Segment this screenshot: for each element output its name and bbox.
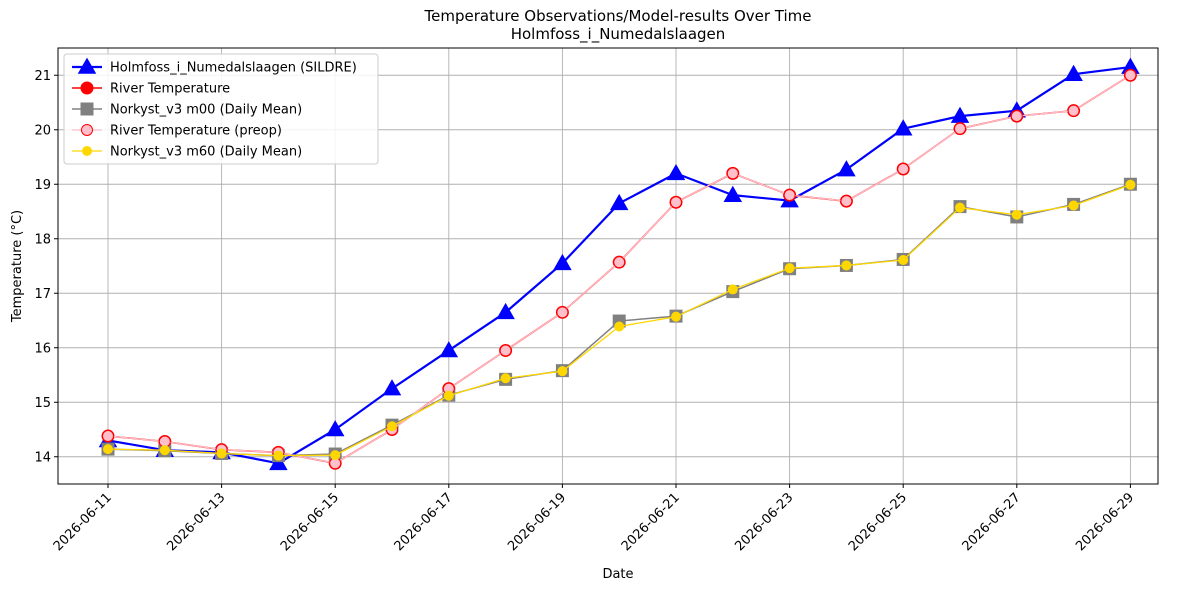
y-tick-label: 18 — [34, 232, 51, 247]
data-point — [273, 450, 284, 461]
data-point — [553, 253, 572, 271]
legend-label: Norkyst_v3 m00 (Daily Mean) — [110, 103, 302, 118]
data-point — [1068, 200, 1079, 211]
data-point — [840, 195, 853, 208]
data-point — [609, 193, 629, 211]
x-tick-label: 2026-06-27 — [960, 490, 1024, 554]
series-layer — [98, 57, 1140, 471]
data-point — [1010, 110, 1023, 123]
y-tick-label: 20 — [34, 123, 51, 138]
series-5 — [103, 179, 1136, 461]
data-point — [1125, 179, 1136, 190]
data-point — [159, 445, 170, 456]
x-tick-label: 2026-06-19 — [505, 490, 569, 554]
data-point — [1064, 64, 1083, 81]
data-point — [102, 430, 114, 443]
y-tick-label: 16 — [34, 341, 51, 356]
data-point — [103, 444, 113, 455]
data-point — [557, 366, 568, 377]
legend-entry: Norkyst_v3 m00 (Daily Mean) — [72, 102, 302, 118]
x-tick-label: 2026-06-29 — [1073, 490, 1137, 554]
data-point — [954, 122, 966, 135]
data-point — [1067, 104, 1080, 117]
data-point — [955, 202, 965, 213]
legend-label: River Temperature — [110, 82, 230, 97]
x-tick-label: 2026-06-15 — [278, 490, 342, 554]
data-point — [726, 167, 739, 180]
y-tick-label: 21 — [34, 69, 51, 84]
legend-label: River Temperature (preop) — [110, 124, 282, 139]
x-tick-label: 2026-06-21 — [619, 490, 683, 554]
legend-label: Norkyst_v3 m60 (Daily Mean) — [110, 145, 302, 160]
data-point — [216, 448, 227, 459]
x-tick-label: 2026-06-17 — [392, 490, 456, 554]
x-tick-label: 2026-06-25 — [846, 490, 910, 554]
data-point — [614, 321, 625, 332]
legend-marker — [82, 146, 92, 156]
legend-entry: River Temperature — [72, 81, 230, 97]
data-point — [496, 302, 515, 320]
x-tick-label: 2026-06-13 — [164, 490, 228, 554]
data-point — [1011, 209, 1022, 220]
legend-marker — [80, 81, 94, 95]
x-tick-label: 2026-06-11 — [51, 490, 115, 554]
data-point — [671, 311, 681, 322]
legend-marker — [80, 102, 94, 116]
data-point — [613, 256, 626, 269]
data-point — [670, 196, 682, 209]
y-tick-label: 14 — [34, 450, 51, 465]
data-point — [439, 341, 459, 358]
data-point — [1124, 69, 1137, 82]
data-point — [325, 420, 345, 437]
data-point — [897, 162, 910, 175]
legend-box — [63, 53, 379, 165]
y-tick-label: 19 — [34, 178, 51, 193]
data-point — [783, 189, 796, 202]
data-point — [499, 344, 512, 357]
legend-entry: Holmfoss_i_Numedalslaagen (SILDRE) — [72, 57, 357, 76]
series-3 — [101, 177, 1137, 463]
legend-marker — [77, 57, 97, 74]
x-axis-label: Date — [602, 567, 633, 582]
data-point — [269, 453, 288, 471]
data-point — [784, 263, 795, 274]
legend-entry: Norkyst_v3 m60 (Daily Mean) — [72, 145, 302, 160]
x-tick-label: 2026-06-23 — [732, 490, 796, 554]
data-point — [727, 284, 738, 295]
legend-marker — [81, 124, 93, 136]
y-tick-label: 15 — [34, 396, 51, 411]
data-point — [387, 421, 397, 432]
data-point — [666, 163, 686, 181]
legend: Holmfoss_i_Numedalslaagen (SILDRE) River … — [63, 53, 379, 165]
data-point — [898, 255, 909, 266]
y-axis-label: Temperature (°C) — [10, 210, 25, 323]
data-point — [893, 119, 913, 136]
data-point — [841, 260, 852, 271]
y-tick-label: 17 — [34, 287, 51, 302]
data-point — [330, 450, 341, 461]
data-point — [382, 379, 402, 396]
data-point — [556, 306, 569, 319]
chart-subtitle: Holmfoss_i_Numedalslaagen — [511, 25, 726, 44]
legend-entry: River Temperature (preop) — [72, 124, 282, 139]
data-point — [500, 373, 511, 384]
data-point — [837, 160, 856, 177]
data-point — [723, 185, 743, 202]
chart-title: Temperature Observations/Model-results O… — [423, 7, 811, 25]
plot-frame — [57, 47, 1159, 485]
legend-label: Holmfoss_i_Numedalslaagen (SILDRE) — [110, 61, 357, 76]
data-point — [443, 390, 454, 401]
